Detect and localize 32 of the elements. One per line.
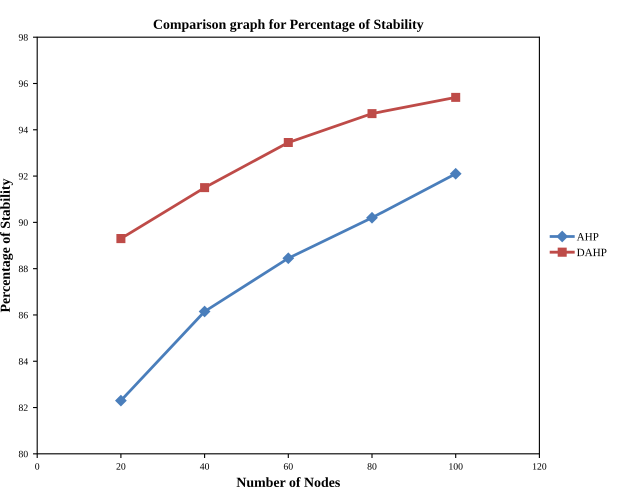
x-tick-label: 20 — [116, 463, 126, 470]
y-axis-title: Percentage of Stability — [0, 178, 13, 312]
point — [282, 252, 294, 264]
point — [451, 92, 460, 102]
x-axis-title: Number of Nodes — [236, 477, 340, 488]
point — [366, 212, 378, 224]
y-tick-label: 80 — [18, 450, 28, 458]
point — [198, 306, 210, 318]
point — [450, 168, 462, 180]
point — [116, 234, 126, 244]
x-tick-label: 0 — [35, 463, 40, 470]
y-tick-label: 94 — [18, 126, 28, 134]
x-tick-label: 100 — [449, 463, 463, 470]
y-tick-label: 90 — [18, 219, 28, 226]
x-tick-label: 40 — [200, 463, 210, 470]
y-tick-label: 92 — [18, 173, 28, 180]
point — [200, 183, 210, 192]
legend-label: AHP — [576, 233, 598, 240]
y-tick-label: 88 — [18, 266, 28, 272]
x-tick-label: 60 — [284, 463, 293, 470]
y-tick-label: 84 — [18, 358, 28, 365]
point — [115, 394, 127, 406]
legend-label: DAHP — [576, 248, 606, 256]
y-tick-label: 82 — [18, 404, 28, 412]
chart-title: Comparison graph for Percentage of Stability — [154, 19, 424, 32]
y-tick-label: 98 — [18, 34, 28, 41]
y-tick-label: 86 — [18, 312, 28, 318]
x-tick-label: 80 — [368, 463, 376, 470]
x-tick-label: 120 — [532, 463, 546, 470]
point — [367, 109, 377, 118]
point — [284, 138, 293, 148]
y-tick-label: 96 — [18, 80, 28, 87]
